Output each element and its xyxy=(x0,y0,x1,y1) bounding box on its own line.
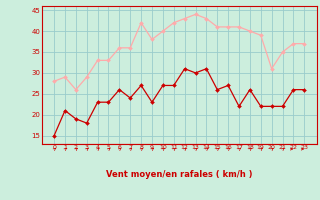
X-axis label: Vent moyen/en rafales ( km/h ): Vent moyen/en rafales ( km/h ) xyxy=(106,170,252,179)
